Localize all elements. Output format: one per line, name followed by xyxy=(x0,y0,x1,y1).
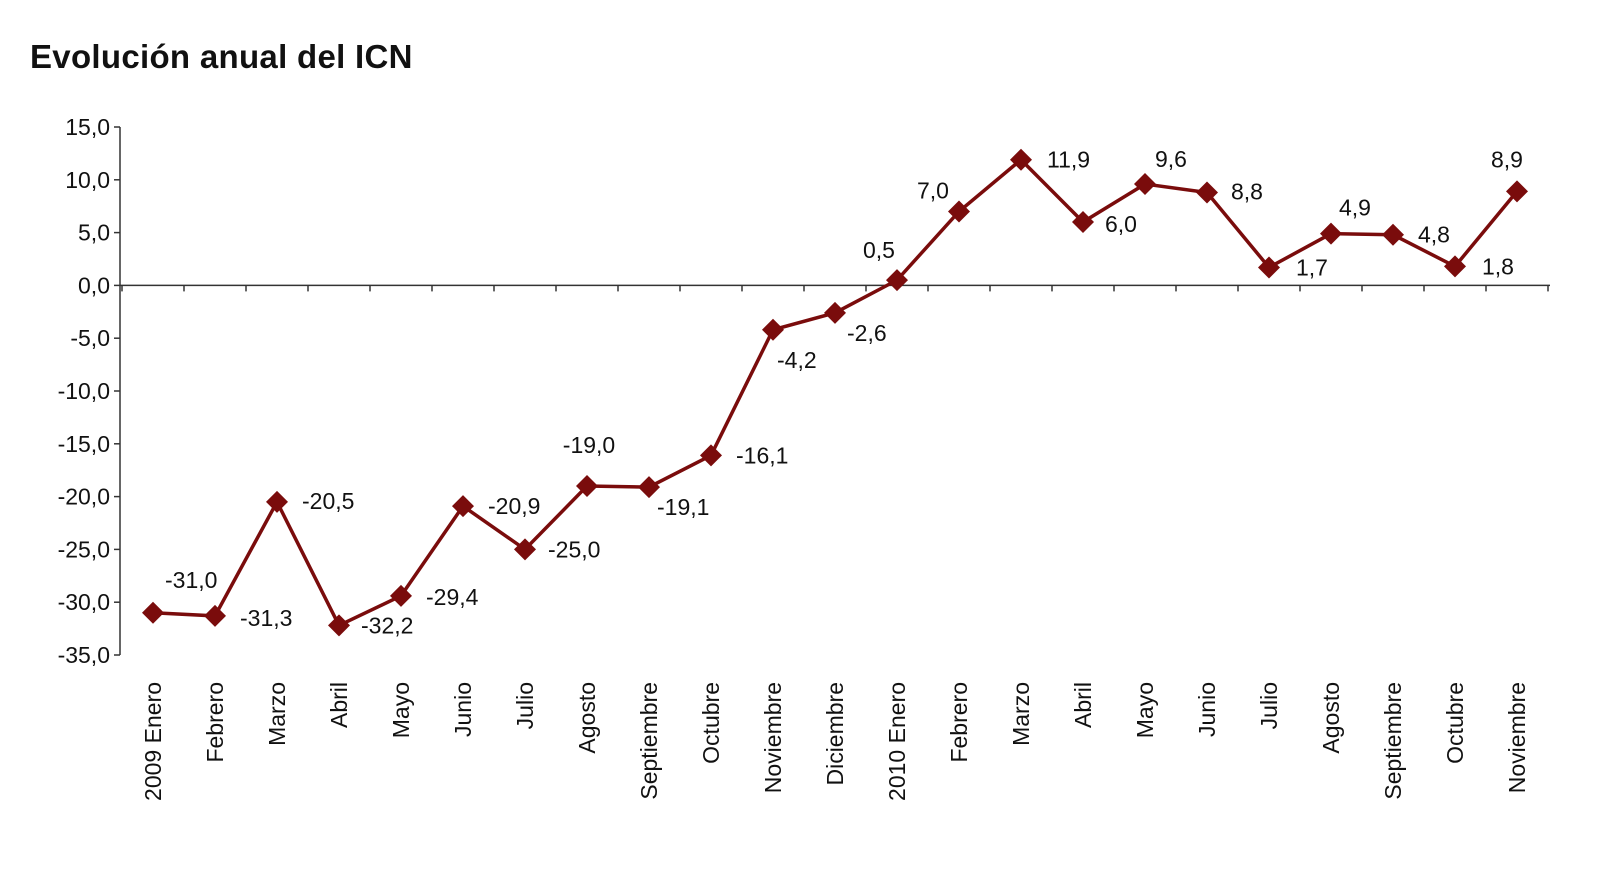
data-label: -19,0 xyxy=(563,432,615,458)
data-point-marker xyxy=(1506,180,1528,203)
data-label: 11,9 xyxy=(1047,147,1090,173)
x-tick-label: Julio xyxy=(512,682,538,729)
data-label: -20,5 xyxy=(302,488,354,514)
data-label: -20,9 xyxy=(488,493,540,519)
data-point-marker xyxy=(204,604,226,627)
data-label: -16,1 xyxy=(736,442,788,468)
data-label: 0,5 xyxy=(863,237,895,263)
data-label: -2,6 xyxy=(847,320,887,346)
data-point-marker xyxy=(514,538,536,561)
data-point-marker xyxy=(948,200,970,223)
data-point-marker xyxy=(1010,148,1032,171)
data-point-marker xyxy=(638,476,660,499)
data-label: 8,9 xyxy=(1491,146,1523,172)
data-label: -31,3 xyxy=(240,605,292,631)
x-tick-label: Noviembre xyxy=(760,682,786,793)
x-tick-label: Abril xyxy=(326,682,352,728)
data-label: 8,8 xyxy=(1231,178,1263,204)
data-label: 1,8 xyxy=(1482,253,1514,279)
data-point-marker xyxy=(1072,211,1094,234)
data-point-marker xyxy=(762,318,784,341)
y-tick-label: 0,0 xyxy=(78,272,110,298)
y-tick-label: -10,0 xyxy=(58,378,110,404)
data-point-marker xyxy=(1258,256,1280,279)
data-label: 1,7 xyxy=(1296,254,1328,280)
y-tick-label: -25,0 xyxy=(58,536,110,562)
x-tick-label: Septiembre xyxy=(1380,682,1406,800)
data-point-marker xyxy=(700,444,722,467)
data-point-marker xyxy=(576,475,598,498)
data-point-marker xyxy=(452,495,474,518)
x-tick-label: Junio xyxy=(450,682,476,737)
data-point-marker xyxy=(886,269,908,292)
data-label: -32,2 xyxy=(361,612,413,638)
x-tick-label: Abril xyxy=(1070,682,1096,728)
data-label: -4,2 xyxy=(777,347,817,373)
x-tick-label: Diciembre xyxy=(822,682,848,786)
x-tick-label: Noviembre xyxy=(1504,682,1530,793)
y-tick-label: 5,0 xyxy=(78,220,110,246)
x-tick-label: Febrero xyxy=(946,682,972,763)
x-tick-label: 2010 Enero xyxy=(884,682,910,801)
y-tick-label: -35,0 xyxy=(58,642,110,668)
x-tick-label: Junio xyxy=(1194,682,1220,737)
data-label: -31,0 xyxy=(165,567,217,593)
data-label: 7,0 xyxy=(917,177,949,203)
x-tick-label: Octubre xyxy=(1442,682,1468,764)
x-tick-label: Agosto xyxy=(574,682,600,754)
y-tick-label: -15,0 xyxy=(58,431,110,457)
x-tick-label: Mayo xyxy=(388,682,414,738)
data-point-marker xyxy=(1382,223,1404,246)
x-tick-label: Marzo xyxy=(264,682,290,746)
data-point-marker xyxy=(328,614,350,637)
data-point-marker xyxy=(142,601,164,624)
y-tick-label: 15,0 xyxy=(65,114,110,140)
x-tick-label: Julio xyxy=(1256,682,1282,729)
x-tick-label: Octubre xyxy=(698,682,724,764)
x-tick-label: Febrero xyxy=(202,682,228,763)
data-label: 9,6 xyxy=(1155,146,1187,172)
y-tick-label: 10,0 xyxy=(65,167,110,193)
data-label: -19,1 xyxy=(657,494,709,520)
x-tick-label: Mayo xyxy=(1132,682,1158,738)
x-tick-label: Marzo xyxy=(1008,682,1034,746)
y-tick-label: -30,0 xyxy=(58,589,110,615)
data-point-marker xyxy=(266,490,288,513)
x-tick-label: 2009 Enero xyxy=(140,682,166,801)
y-tick-label: -20,0 xyxy=(58,484,110,510)
data-point-marker xyxy=(390,584,412,607)
data-label: -25,0 xyxy=(548,536,600,562)
data-point-marker xyxy=(1134,173,1156,196)
data-label: 4,9 xyxy=(1339,195,1371,221)
x-tick-label: Septiembre xyxy=(636,682,662,800)
data-point-marker xyxy=(824,301,846,324)
data-point-marker xyxy=(1444,255,1466,278)
data-point-marker xyxy=(1320,222,1342,245)
x-tick-label: Agosto xyxy=(1318,682,1344,754)
series-line xyxy=(152,157,1519,628)
data-point-marker xyxy=(1196,181,1218,204)
data-label: -29,4 xyxy=(426,584,479,610)
y-tick-label: -5,0 xyxy=(70,325,110,351)
chart-title: Evolución anual del ICN xyxy=(30,38,413,75)
data-label: 6,0 xyxy=(1105,211,1137,237)
data-label: 4,8 xyxy=(1418,222,1450,248)
